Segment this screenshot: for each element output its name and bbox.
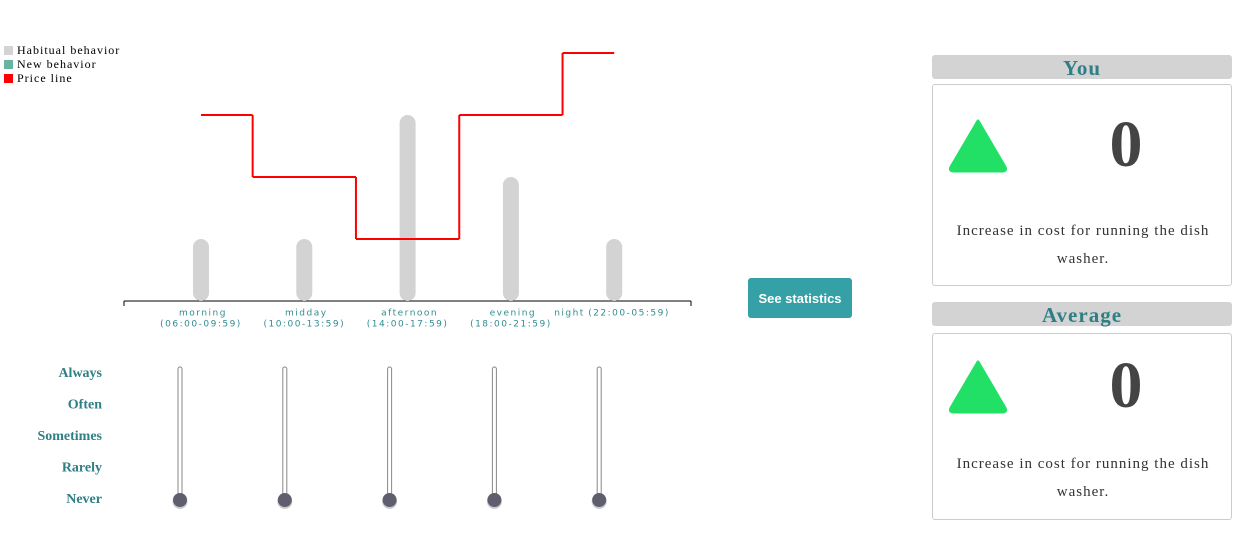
legend-label: Price line [17,71,73,85]
average-value: 0 [1109,349,1143,422]
slider-track [177,366,183,502]
legend-swatch [4,60,13,69]
you-description: Increase in cost for running the dish wa… [956,223,1210,267]
x-tick-time: (10:00-13:59) [263,320,345,330]
bar [502,177,519,301]
bar [193,239,209,301]
x-tick-label: night [554,309,585,319]
x-tick-label: evening [490,309,537,319]
you-header: You [932,55,1232,80]
increase-icon [948,119,1008,173]
slider-track [596,366,602,502]
x-tick-label: midday [285,309,328,319]
increase-icon [948,360,1008,414]
slider-track [282,366,288,502]
x-tick-time: (18:00-21:59) [470,320,552,330]
legend-label: New behavior [17,57,97,71]
average-description: Increase in cost for running the dish wa… [956,456,1210,500]
slider-level-label: Sometimes [37,429,102,444]
legend-label: Habitual behavior [17,43,120,57]
see-statistics-button[interactable]: See statistics [748,278,852,318]
x-tick-time: (22:00-05:59) [588,309,670,319]
slider-track [491,366,497,502]
bar [399,115,416,301]
slider-track [387,366,393,502]
x-tick-label: morning [179,309,227,319]
slider-level-label: Never [66,492,102,507]
slider-level-label: Often [68,398,102,413]
you-box: 0 Increase in cost for running the dish … [932,84,1232,286]
slider-knob[interactable] [173,493,187,507]
average-header: Average [932,302,1232,327]
x-tick-time: (14:00-17:59) [367,320,449,330]
slider-knob[interactable] [487,493,502,507]
x-tick-time: (06:00-09:59) [160,320,242,330]
legend-swatch [4,46,13,55]
slider-level-label: Rarely [62,461,102,476]
average-box: 0 Increase in cost for running the dish … [932,333,1232,520]
slider-level-label: Always [58,366,102,381]
legend-swatch [4,74,13,83]
x-tick-label: afternoon [381,309,438,319]
bar [296,239,313,301]
slider-knob[interactable] [382,493,397,507]
slider-knob[interactable] [277,493,292,507]
you-value: 0 [1109,108,1143,181]
slider-knob[interactable] [592,493,607,507]
bar [606,239,623,301]
